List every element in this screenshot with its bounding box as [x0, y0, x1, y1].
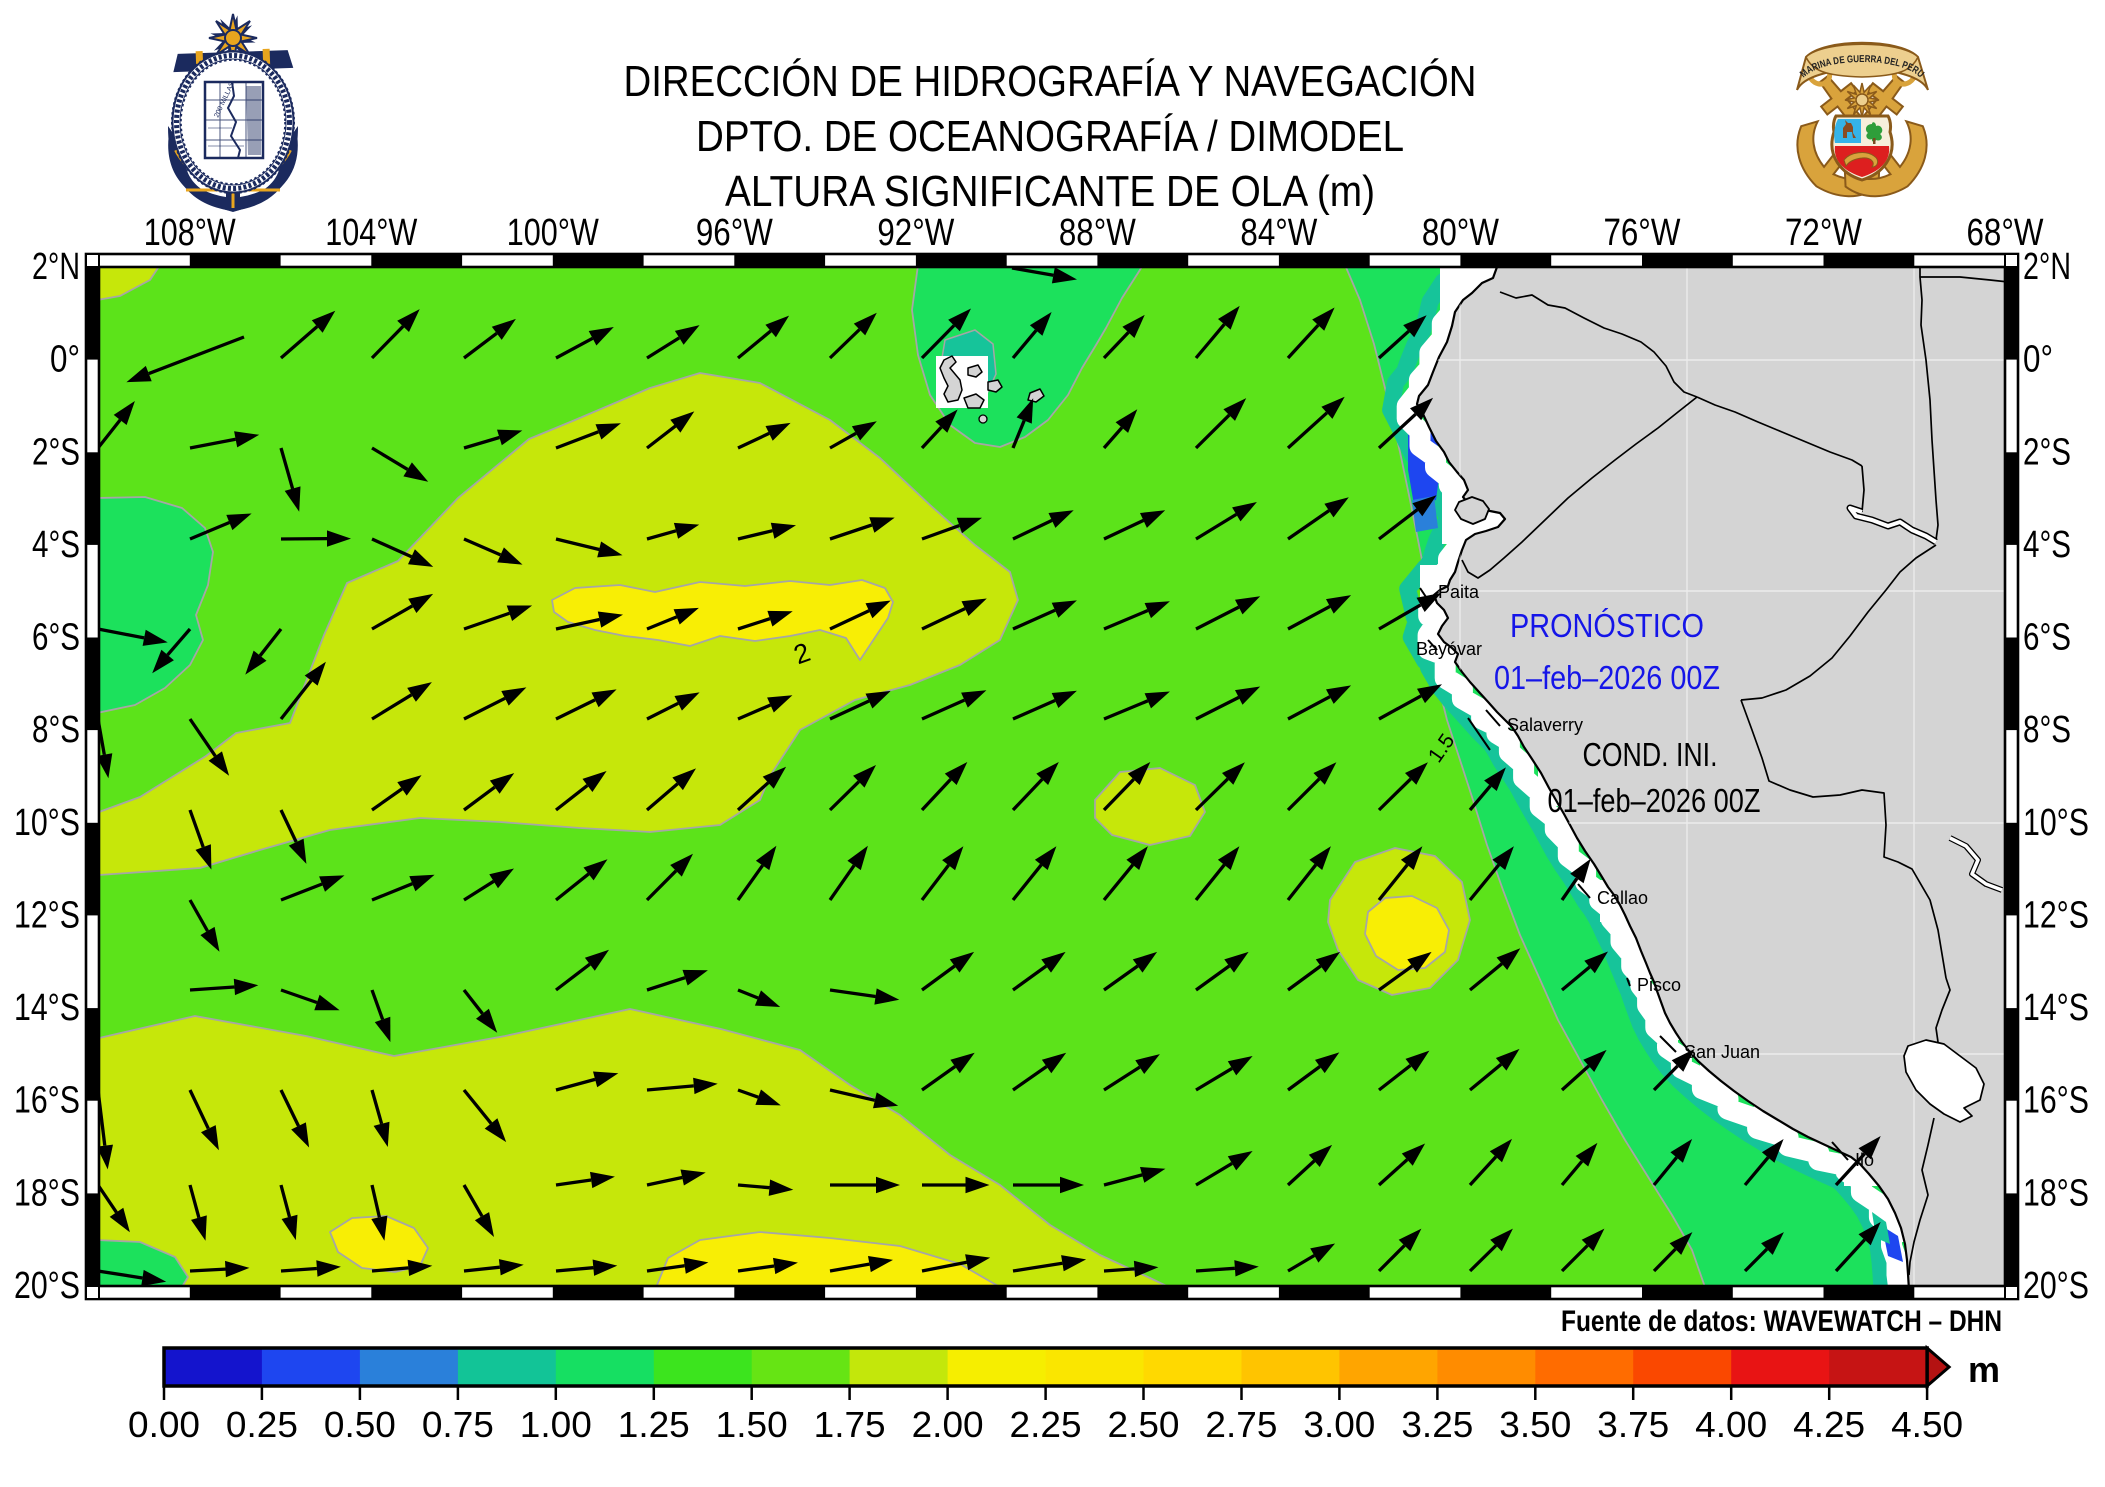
- svg-text:3.75: 3.75: [1597, 1404, 1669, 1445]
- svg-text:14°S: 14°S: [14, 987, 80, 1029]
- svg-text:104°W: 104°W: [325, 212, 417, 254]
- svg-text:0°: 0°: [50, 339, 80, 381]
- svg-text:1.50: 1.50: [716, 1404, 788, 1445]
- svg-text:68°W: 68°W: [1967, 212, 2044, 254]
- svg-text:2°S: 2°S: [2023, 431, 2071, 473]
- svg-text:San Juan: San Juan: [1684, 1042, 1760, 1062]
- svg-text:72°W: 72°W: [1785, 212, 1862, 254]
- svg-text:18°S: 18°S: [14, 1172, 80, 1214]
- svg-text:2.50: 2.50: [1108, 1404, 1180, 1445]
- svg-text:3.25: 3.25: [1401, 1404, 1473, 1445]
- svg-text:2.00: 2.00: [912, 1404, 984, 1445]
- svg-text:6°S: 6°S: [2023, 617, 2071, 659]
- svg-text:DIRECCIÓN DE HIDROGRAFÍA Y NAV: DIRECCIÓN DE HIDROGRAFÍA Y NAVEGACIÓN: [624, 57, 1477, 106]
- svg-text:88°W: 88°W: [1059, 212, 1136, 254]
- svg-text:4.50: 4.50: [1891, 1404, 1963, 1445]
- svg-text:14°S: 14°S: [2023, 987, 2089, 1029]
- svg-text:80°W: 80°W: [1422, 212, 1499, 254]
- svg-text:12°S: 12°S: [14, 894, 80, 936]
- svg-text:m: m: [1968, 1349, 2000, 1390]
- svg-text:0.75: 0.75: [422, 1404, 494, 1445]
- svg-text:2°N: 2°N: [2023, 246, 2071, 288]
- svg-text:2°N: 2°N: [32, 246, 80, 288]
- svg-text:PRONÓSTICO: PRONÓSTICO: [1510, 607, 1704, 644]
- svg-text:3.00: 3.00: [1303, 1404, 1375, 1445]
- svg-text:2.25: 2.25: [1010, 1404, 1082, 1445]
- svg-text:0.50: 0.50: [324, 1404, 396, 1445]
- svg-text:0.25: 0.25: [226, 1404, 298, 1445]
- svg-text:6°S: 6°S: [32, 617, 80, 659]
- svg-text:16°S: 16°S: [14, 1080, 80, 1122]
- svg-text:Bayóvar: Bayóvar: [1416, 639, 1482, 659]
- svg-text:18°S: 18°S: [2023, 1172, 2089, 1214]
- svg-text:12°S: 12°S: [2023, 894, 2089, 936]
- svg-text:1.00: 1.00: [520, 1404, 592, 1445]
- svg-text:4°S: 4°S: [2023, 524, 2071, 566]
- svg-text:0°: 0°: [2023, 339, 2053, 381]
- svg-text:100°W: 100°W: [507, 212, 599, 254]
- svg-text:20°S: 20°S: [14, 1265, 80, 1307]
- svg-text:Salaverry: Salaverry: [1507, 715, 1583, 735]
- svg-text:0.00: 0.00: [128, 1404, 200, 1445]
- svg-text:10°S: 10°S: [14, 802, 80, 844]
- svg-text:1.75: 1.75: [814, 1404, 886, 1445]
- svg-text:COND. INI.: COND. INI.: [1583, 736, 1718, 773]
- svg-text:8°S: 8°S: [32, 709, 80, 751]
- svg-text:4°S: 4°S: [32, 524, 80, 566]
- svg-text:16°S: 16°S: [2023, 1080, 2089, 1122]
- svg-text:2°S: 2°S: [32, 431, 80, 473]
- svg-text:ALTURA SIGNIFICANTE DE OLA (m): ALTURA SIGNIFICANTE DE OLA (m): [725, 167, 1375, 216]
- svg-text:DPTO. DE OCEANOGRAFÍA / DIMODE: DPTO. DE OCEANOGRAFÍA / DIMODEL: [696, 112, 1404, 161]
- svg-text:4.00: 4.00: [1695, 1404, 1767, 1445]
- svg-text:76°W: 76°W: [1603, 212, 1680, 254]
- svg-text:Pisco: Pisco: [1637, 975, 1681, 995]
- svg-text:01–feb–2026 00Z: 01–feb–2026 00Z: [1548, 782, 1761, 819]
- svg-text:10°S: 10°S: [2023, 802, 2089, 844]
- svg-text:3.50: 3.50: [1499, 1404, 1571, 1445]
- svg-text:Callao: Callao: [1597, 888, 1648, 908]
- svg-text:1.25: 1.25: [618, 1404, 690, 1445]
- svg-text:01–feb–2026 00Z: 01–feb–2026 00Z: [1494, 659, 1720, 696]
- svg-text:92°W: 92°W: [877, 212, 954, 254]
- svg-text:96°W: 96°W: [696, 212, 773, 254]
- svg-text:Fuente de datos: WAVEWATCH – D: Fuente de datos: WAVEWATCH – DHN: [1561, 1305, 2002, 1338]
- svg-text:Paita: Paita: [1438, 582, 1480, 602]
- svg-text:8°S: 8°S: [2023, 709, 2071, 751]
- svg-text:4.25: 4.25: [1793, 1404, 1865, 1445]
- svg-text:84°W: 84°W: [1240, 212, 1317, 254]
- svg-text:2.75: 2.75: [1205, 1404, 1277, 1445]
- svg-text:20°S: 20°S: [2023, 1265, 2089, 1307]
- svg-text:108°W: 108°W: [144, 212, 236, 254]
